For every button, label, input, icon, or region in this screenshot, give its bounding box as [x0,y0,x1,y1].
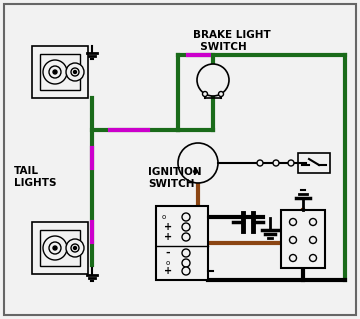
Bar [281,210,325,268]
Circle shape [182,223,190,231]
Text: o: o [166,260,170,266]
Circle shape [49,242,61,254]
Circle shape [310,219,316,226]
Circle shape [66,239,84,257]
Circle shape [73,247,76,249]
Bar [40,230,80,266]
Text: TAIL
LIGHTS: TAIL LIGHTS [14,166,57,188]
Circle shape [53,70,57,74]
Circle shape [288,160,294,166]
Circle shape [71,68,79,76]
Circle shape [202,92,207,97]
Circle shape [289,236,297,243]
Text: BRAKE LIGHT
  SWITCH: BRAKE LIGHT SWITCH [193,30,271,52]
Circle shape [73,70,76,73]
Circle shape [289,255,297,262]
Bar [32,46,88,98]
Circle shape [219,92,224,97]
Bar [32,222,88,274]
Circle shape [43,236,67,260]
Text: IGNITION
SWITCH: IGNITION SWITCH [148,167,202,189]
Circle shape [257,160,263,166]
Text: o: o [162,214,166,220]
Bar [40,54,80,90]
Bar [298,153,330,173]
Circle shape [182,259,190,267]
Circle shape [197,64,229,96]
Circle shape [273,160,279,166]
Text: +: + [164,232,172,242]
Circle shape [53,246,57,250]
Circle shape [49,66,61,78]
Circle shape [182,233,190,241]
Circle shape [178,143,218,183]
Circle shape [310,236,316,243]
Circle shape [43,60,67,84]
Circle shape [182,267,190,275]
Circle shape [310,255,316,262]
Circle shape [182,249,190,257]
Circle shape [182,213,190,221]
Circle shape [289,219,297,226]
Circle shape [66,63,84,81]
Text: +: + [164,266,172,276]
Circle shape [71,244,79,252]
Bar [156,206,208,280]
Text: +: + [164,222,172,232]
Text: -: - [166,248,170,258]
